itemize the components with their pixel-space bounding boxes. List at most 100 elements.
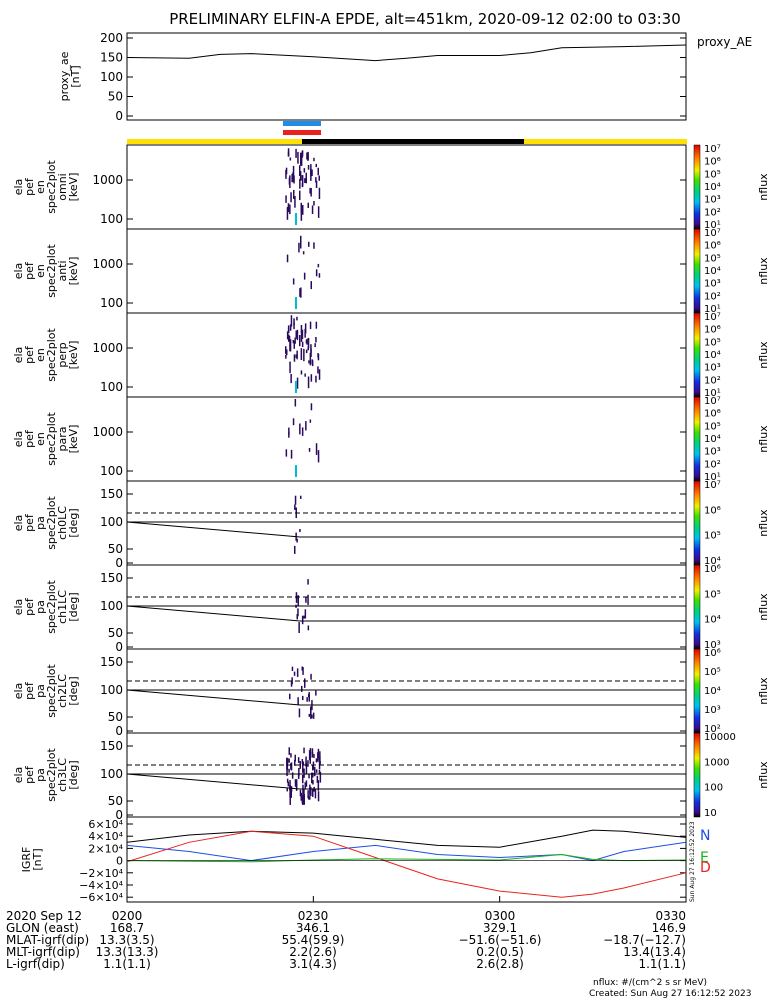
colorbar-unit-spec_perp: nflux bbox=[757, 341, 770, 369]
spec-pixel-spec_omni bbox=[293, 175, 295, 184]
xrow-label-4: L-igrf(dip) bbox=[6, 957, 65, 971]
ylabel-pa_ch0-3: spec2plot bbox=[45, 496, 58, 550]
ytick-label-spec_para-0: 1000 bbox=[92, 425, 123, 439]
x-col2-row2: −51.6(−51.6) bbox=[459, 933, 542, 947]
x-col0-row1: 168.7 bbox=[110, 921, 144, 935]
spec-pixel-spec_omni bbox=[287, 206, 290, 212]
ylabel-pa_ch3-2: pa bbox=[34, 768, 47, 782]
spectrogram-data bbox=[285, 148, 322, 805]
colorbar-label-pa_ch2-3: 10³ bbox=[704, 705, 721, 716]
ylabel-spec_omni-0: ela bbox=[12, 179, 25, 196]
pa-pixel-pa_ch3 bbox=[303, 798, 305, 802]
pa-pixel-pa_ch2 bbox=[298, 708, 301, 718]
spec-pixel-spec_perp bbox=[315, 375, 317, 383]
spec-pixel-spec_omni bbox=[300, 155, 303, 166]
colorbar-label-spec_perp-0: 10⁷ bbox=[704, 312, 721, 323]
spec-pixel-spec_para bbox=[294, 399, 297, 407]
spec-pixel-spec_omni bbox=[300, 202, 302, 212]
pa-pixel-pa_ch2 bbox=[293, 671, 296, 676]
spec-pixel-spec_omni bbox=[311, 169, 313, 176]
ylabel-spec_perp-2: en bbox=[34, 348, 47, 362]
spec-pixel-spec_omni bbox=[299, 171, 302, 180]
x-col1-row1: 346.1 bbox=[296, 921, 330, 935]
ylabel-spec_anti-2: en bbox=[34, 264, 47, 278]
pa-pixel-pa_ch1 bbox=[304, 609, 307, 619]
spec-pixel-spec_para bbox=[305, 421, 307, 431]
ylabel-pa_ch2-2: pa bbox=[34, 684, 47, 698]
pa-pixel-pa_ch3 bbox=[307, 790, 309, 798]
ylabel-pa_ch1-1: pef bbox=[23, 597, 36, 616]
ylabel-pa_ch2-3: spec2plot bbox=[45, 664, 58, 718]
colorbar-label-spec_anti-1: 10⁶ bbox=[704, 241, 721, 252]
spec-pixel-spec_perp bbox=[311, 359, 313, 365]
spec-pixel-spec_omni bbox=[289, 157, 292, 161]
pa-pixel-pa_ch2 bbox=[311, 714, 313, 719]
spec-pixel-spec_perp bbox=[299, 335, 301, 347]
ylabel-pa_ch3-0: ela bbox=[12, 767, 25, 784]
ylabel-pa_ch2-4: ch2LC bbox=[56, 674, 69, 708]
spec-pixel-spec_omni bbox=[305, 172, 307, 184]
pa-pixel-pa_ch2 bbox=[312, 712, 315, 719]
ytick-label-pa_ch0-1: 100 bbox=[100, 515, 123, 529]
x-col3-row0: 0330 bbox=[655, 909, 686, 923]
spec-pixel-spec_omni bbox=[292, 165, 295, 177]
panel-frame-spec_anti bbox=[126, 228, 687, 314]
pa-pixel-pa_ch3 bbox=[300, 792, 302, 801]
pa-pixel-pa_ch0 bbox=[294, 504, 296, 510]
pa-pixel-pa_ch3 bbox=[294, 779, 297, 784]
spec-pixel-spec_anti bbox=[315, 269, 318, 277]
xaxis-annotations: 2020 Sep 12 GLON (east) MLAT-igrf(dip) M… bbox=[6, 909, 686, 971]
pa-pixel-pa_ch3 bbox=[295, 783, 298, 791]
pa-pixel-pa_ch3 bbox=[308, 773, 310, 779]
pa-pixel-pa_ch3 bbox=[289, 792, 291, 798]
ylabel-spec_anti-0: ela bbox=[12, 263, 25, 280]
spec-pixel-spec_anti bbox=[292, 278, 295, 285]
pa-pixel-pa_ch3 bbox=[303, 747, 305, 754]
colorbar-pa_ch2 bbox=[693, 648, 701, 734]
ytick-label-spec_perp-1: 100 bbox=[100, 380, 123, 394]
colorbar-unit-pa_ch3: nflux bbox=[757, 761, 770, 789]
ylabel-pa_ch3-4: ch3LC bbox=[56, 758, 69, 792]
spec-pixel-spec_para bbox=[288, 432, 290, 438]
ytick-label-proxy_ae-1: 150 bbox=[100, 51, 123, 65]
side-timestamp: Sun Aug 27 16:12:52 2023 bbox=[689, 821, 696, 902]
colorbar-label-spec_perp-4: 10³ bbox=[704, 363, 721, 374]
ylabel-spec_para-5: [keV] bbox=[67, 425, 80, 454]
spec-pixel-spec_para bbox=[292, 418, 295, 426]
pa-pixel-pa_ch3 bbox=[303, 768, 305, 778]
spec-pixel-spec_omni bbox=[293, 194, 295, 199]
x-col3-row4: 1.1(1.1) bbox=[638, 957, 686, 971]
ylabel-spec_para-0: ela bbox=[12, 431, 25, 448]
proxy-ae-legend: proxy_AE bbox=[697, 35, 752, 49]
nflux-units: nflux: #/(cm^2 s sr MeV) bbox=[593, 978, 707, 988]
spec-pixel-spec_anti bbox=[308, 241, 310, 247]
colorbar-spec_anti bbox=[693, 228, 701, 314]
spec-pixel-spec_omni bbox=[285, 170, 287, 179]
yellow-bar-right bbox=[524, 139, 687, 144]
colorbar-label-spec_para-1: 10⁶ bbox=[704, 409, 721, 420]
spec-pixel-spec_perp bbox=[288, 336, 291, 340]
pa-pixel-pa_ch3 bbox=[294, 759, 296, 766]
ylabel-spec_omni-4: omni bbox=[56, 173, 69, 200]
panel-frame-spec_para bbox=[126, 396, 687, 482]
spec-pixel-spec_omni bbox=[309, 187, 311, 194]
spec-pixel-spec_perp bbox=[296, 350, 298, 360]
panel-frame-pa_ch0 bbox=[126, 480, 687, 566]
colorbar-label-pa_ch3-0: 10000 bbox=[704, 732, 736, 743]
spec-pixel-spec_omni bbox=[294, 196, 296, 208]
blue-marker bbox=[283, 121, 321, 126]
pa-pixel-pa_ch3 bbox=[299, 761, 301, 769]
ytick-label-proxy_ae-0: 200 bbox=[100, 31, 123, 45]
ytick-label-igrf-5: −4×10⁴ bbox=[79, 879, 123, 892]
spec-pixel-spec_perp bbox=[293, 322, 295, 330]
ylabel-pa_ch2-1: pef bbox=[23, 681, 36, 700]
spec-pixel-spec_para bbox=[309, 419, 312, 423]
colorbar-label-spec_para-5: 10² bbox=[704, 459, 721, 470]
red-marker bbox=[283, 130, 321, 135]
colorbar-label-spec_perp-2: 10⁵ bbox=[704, 337, 721, 348]
colorbar-label-pa_ch1-1: 10⁵ bbox=[704, 589, 721, 600]
spec-pixel-spec_perp bbox=[286, 331, 289, 340]
colorbar-label-spec_anti-0: 10⁷ bbox=[704, 228, 721, 239]
spec-pixel-spec_perp bbox=[308, 360, 310, 364]
